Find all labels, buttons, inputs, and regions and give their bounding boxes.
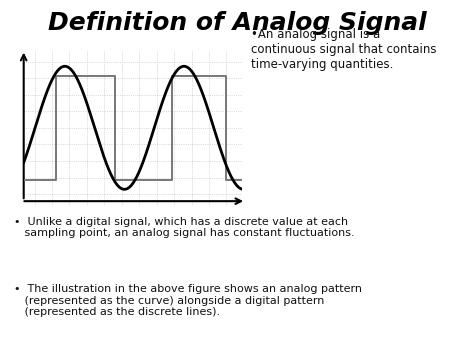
Text: Definition of Analog Signal: Definition of Analog Signal	[47, 11, 427, 35]
Text: •  Unlike a digital signal, which has a discrete value at each
   sampling point: • Unlike a digital signal, which has a d…	[14, 217, 355, 238]
Text: •An analog signal is a
continuous signal that contains
time-varying quantities.: •An analog signal is a continuous signal…	[251, 28, 437, 71]
Text: •  The illustration in the above figure shows an analog pattern
   (represented : • The illustration in the above figure s…	[14, 284, 362, 317]
